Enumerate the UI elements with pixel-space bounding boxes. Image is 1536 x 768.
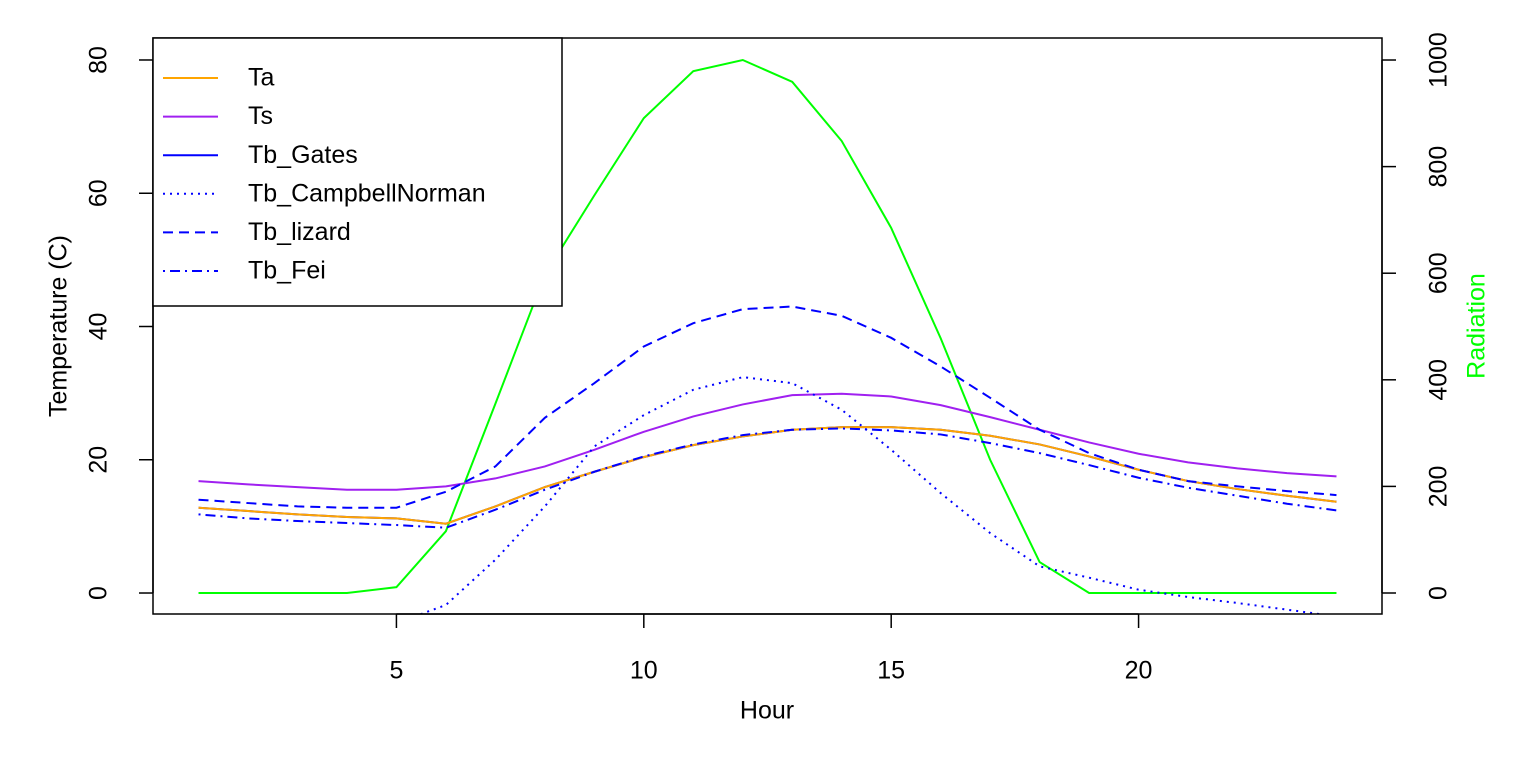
legend-label: Tb_Fei (248, 257, 326, 285)
x-tick-label: 15 (877, 657, 905, 685)
y2-tick-label: 400 (1425, 359, 1453, 401)
legend-label: Ta (248, 64, 275, 92)
plot-area (198, 58, 1337, 614)
legend-label: Tb_lizard (248, 218, 351, 246)
y2-axis-title: Radiation (1463, 273, 1491, 379)
y-tick-label: 0 (85, 586, 113, 600)
y2-tick-label: 800 (1425, 146, 1453, 188)
y2-tick-label: 200 (1425, 466, 1453, 508)
plot-frame (152, 37, 1383, 615)
series-line (418, 376, 1327, 614)
x-tick-label: 10 (630, 657, 658, 685)
series-line (198, 58, 1337, 594)
legend-label: Tb_Gates (248, 141, 358, 169)
y2-tick-label: 0 (1425, 586, 1453, 600)
series-line (198, 305, 1337, 509)
x-tick-label: 5 (389, 657, 403, 685)
legend-label: Ts (248, 102, 273, 130)
y-tick-label: 20 (85, 446, 113, 474)
y-tick-label: 40 (85, 313, 113, 341)
y2-tick-label: 600 (1425, 252, 1453, 294)
y2-tick-label: 1000 (1425, 32, 1453, 88)
legend-box (152, 37, 563, 307)
x-tick-label: 20 (1125, 657, 1153, 685)
y-tick-label: 60 (85, 179, 113, 207)
legend: Ta Ts Tb_Gates Tb_CampbellNorman Tb_lizard Tb… (152, 37, 563, 307)
x-axis-title: Hour (740, 697, 794, 725)
y-tick-label: 80 (85, 46, 113, 74)
y-axis-title: Temperature (C) (45, 235, 73, 417)
series-line (198, 427, 1337, 529)
series-line (198, 426, 1337, 525)
legend-label: Tb_CampbellNorman (248, 179, 486, 207)
series-line (198, 392, 1337, 491)
